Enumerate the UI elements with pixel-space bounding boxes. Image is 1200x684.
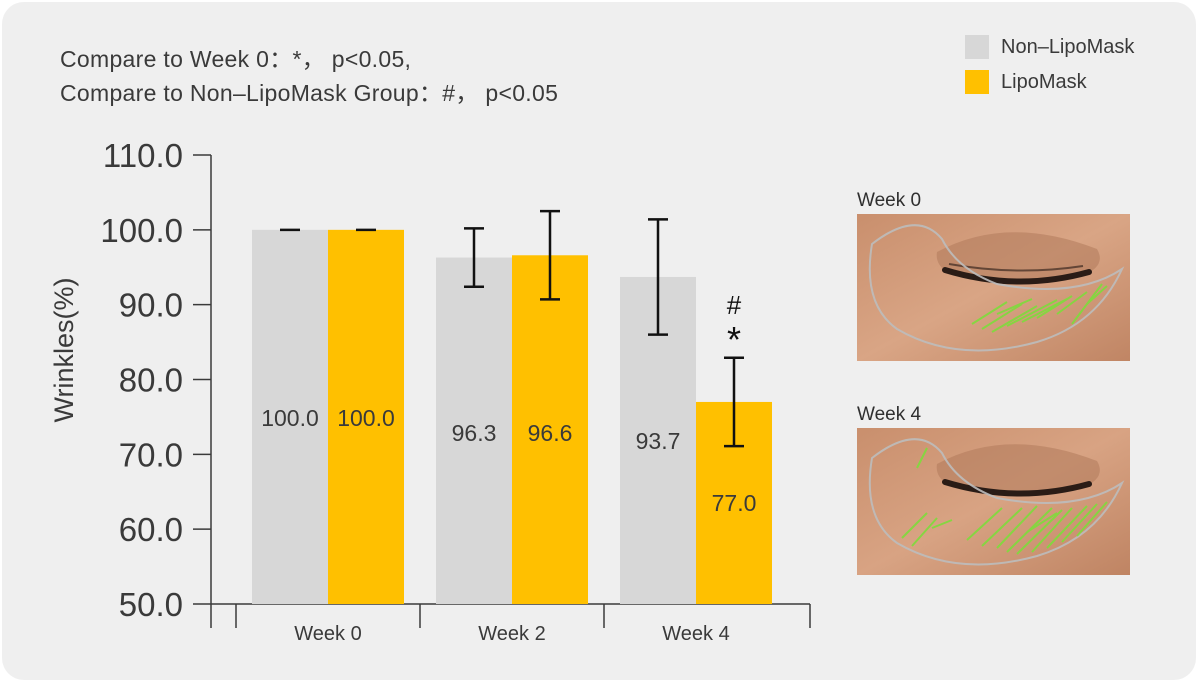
data-label: 96.6 xyxy=(528,420,573,446)
legend-swatch-non-lipomask xyxy=(965,35,989,59)
y-tick-label: 50.0 xyxy=(119,586,183,623)
data-label: 96.3 xyxy=(452,420,497,446)
y-tick-label: 100.0 xyxy=(100,212,183,249)
significance-note-week0: Compare to Week 0：*， p<0.05, xyxy=(60,46,412,72)
significance-note-group: Compare to Non–LipoMask Group：#， p<0.05 xyxy=(60,80,559,106)
legend-swatch-lipomask xyxy=(965,70,989,94)
bar xyxy=(512,255,588,604)
data-label: 77.0 xyxy=(712,490,757,516)
legend-label-lipomask: LipoMask xyxy=(1001,70,1087,93)
significance-hash: # xyxy=(727,290,742,320)
data-label: 93.7 xyxy=(636,428,681,454)
data-label: 100.0 xyxy=(261,405,319,431)
legend-label-non-lipomask: Non–LipoMask xyxy=(1001,35,1135,58)
x-tick-label: Week 0 xyxy=(294,623,361,645)
y-tick-label: 70.0 xyxy=(119,436,183,473)
y-axis-title: Wrinkles(%) xyxy=(49,277,79,422)
y-tick-label: 60.0 xyxy=(119,511,183,548)
x-tick-label: Week 2 xyxy=(478,623,545,645)
photo-label-week4: Week 4 xyxy=(857,404,922,425)
face-photo-week4 xyxy=(857,428,1130,575)
face-photo-week0 xyxy=(857,214,1130,361)
x-tick-label: Week 4 xyxy=(662,623,729,645)
significance-star: * xyxy=(727,319,741,360)
y-tick-label: 90.0 xyxy=(119,287,183,324)
legend-item-non-lipomask: Non–LipoMask xyxy=(965,35,1134,59)
y-tick-label: 110.0 xyxy=(103,137,183,174)
data-label: 100.0 xyxy=(337,405,395,431)
photo-label-week0: Week 0 xyxy=(857,190,922,211)
bar xyxy=(328,229,404,605)
bar xyxy=(252,229,328,605)
legend-item-lipomask: LipoMask xyxy=(965,70,1087,94)
y-tick-label: 80.0 xyxy=(119,362,183,399)
bar xyxy=(436,257,512,604)
